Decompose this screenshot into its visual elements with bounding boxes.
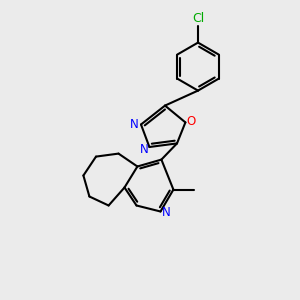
- Text: O: O: [187, 115, 196, 128]
- Text: N: N: [162, 206, 171, 219]
- Text: N: N: [140, 143, 148, 156]
- Text: N: N: [130, 118, 139, 131]
- Text: Cl: Cl: [192, 12, 204, 25]
